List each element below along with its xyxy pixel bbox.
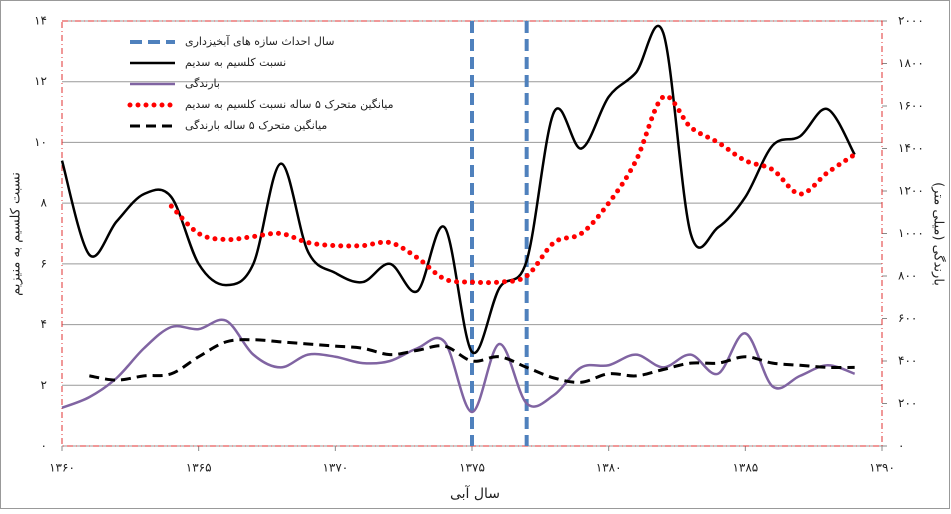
- data-line: [60, 24, 856, 355]
- y2-tick-label: ۴۰۰: [898, 354, 917, 368]
- y-tick-label: ۶: [41, 256, 47, 270]
- y-tick-label: ۰: [41, 439, 47, 453]
- legend-label: سال احداث سازه های آبخیزداری: [185, 34, 334, 48]
- y2-tick-label: ۱۴۰۰: [898, 141, 924, 155]
- x-tick-label: ۱۳۶۵: [186, 461, 212, 475]
- x-tick-label: ۱۳۷۰: [322, 461, 348, 475]
- y2-tick-label: ۱۰۰۰: [898, 226, 924, 240]
- y-axis-title: نسبت کلسیم به منیزیم: [9, 172, 24, 296]
- y2-tick-label: ۶۰۰: [898, 311, 917, 325]
- x-tick-label: ۱۳۸۵: [732, 461, 758, 475]
- legend-label: میانگین متحرک ۵ ساله بارندگی: [185, 119, 327, 132]
- x-tick-label: ۱۳۸۰: [596, 461, 622, 475]
- y-tick-label: ۱۴: [34, 14, 47, 28]
- y-tick-label: ۸: [41, 196, 48, 210]
- y-tick-label: ۱۲: [34, 74, 47, 88]
- y2-tick-label: ۱۸۰۰: [898, 56, 924, 70]
- data-line: [168, 93, 858, 286]
- x-tick-label: ۱۳۹۰: [869, 461, 895, 475]
- data-line: [89, 338, 855, 384]
- x-tick-label: ۱۳۷۵: [459, 461, 485, 475]
- y-tick-label: ۴: [41, 317, 47, 331]
- y-tick-label: ۱۰: [34, 135, 47, 149]
- x-tick-label: ۱۳۶۰: [49, 461, 75, 475]
- y2-tick-label: ۱۶۰۰: [898, 99, 924, 113]
- y2-tick-label: ۲۰۰۰: [898, 14, 924, 28]
- x-axis-title: سال آبی: [450, 485, 500, 502]
- legend-label: نسبت کلسیم به سدیم: [185, 56, 286, 69]
- y-tick-label: ۲: [41, 378, 47, 392]
- y2-tick-label: ۸۰۰: [898, 269, 917, 283]
- y2-axis-title: بارندگی (میلی متر): [931, 182, 947, 286]
- plot-border: [61, 20, 883, 447]
- data-line: [61, 318, 856, 414]
- legend-label: میانگین متحرک ۵ ساله نسبت کلسیم به سدیم: [185, 98, 394, 111]
- legend-label: بارندگی: [185, 77, 220, 90]
- y2-tick-label: ۱۲۰۰: [898, 184, 924, 198]
- y2-tick-label: ۲۰۰: [898, 396, 917, 410]
- y2-tick-label: ۰: [898, 439, 904, 453]
